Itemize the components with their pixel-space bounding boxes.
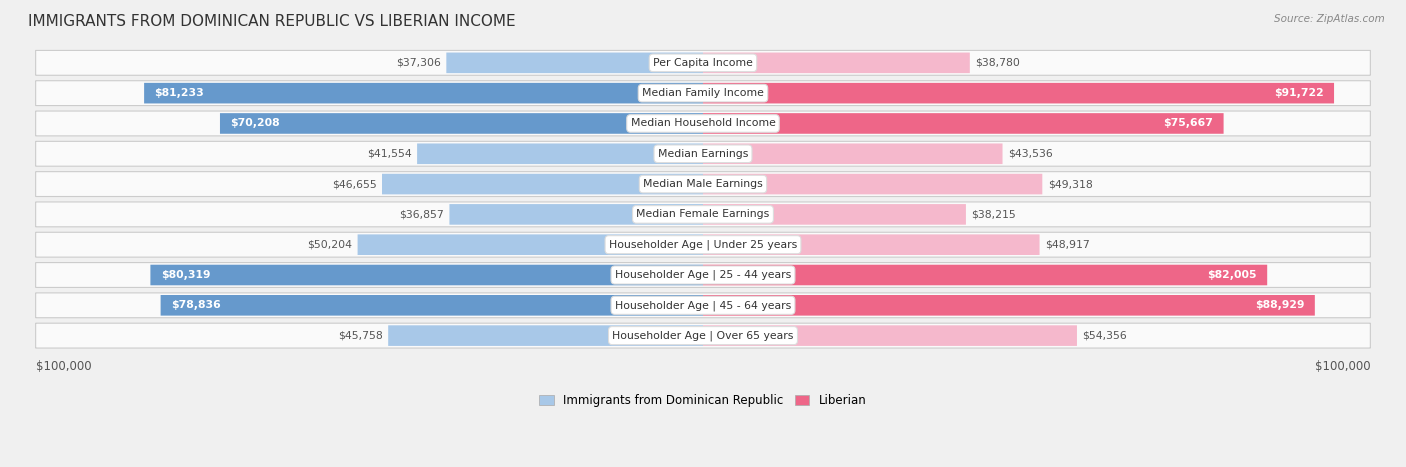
- FancyBboxPatch shape: [703, 53, 970, 73]
- Text: Median Earnings: Median Earnings: [658, 149, 748, 159]
- Text: $80,319: $80,319: [160, 270, 211, 280]
- Text: $36,857: $36,857: [399, 209, 444, 219]
- Text: $81,233: $81,233: [155, 88, 204, 98]
- Text: Median Household Income: Median Household Income: [630, 119, 776, 128]
- FancyBboxPatch shape: [35, 50, 1371, 75]
- Text: Source: ZipAtlas.com: Source: ZipAtlas.com: [1274, 14, 1385, 24]
- Text: $41,554: $41,554: [367, 149, 412, 159]
- Text: $43,536: $43,536: [1008, 149, 1053, 159]
- Text: Householder Age | Under 25 years: Householder Age | Under 25 years: [609, 240, 797, 250]
- Text: Householder Age | 25 - 44 years: Householder Age | 25 - 44 years: [614, 270, 792, 280]
- Text: $37,306: $37,306: [396, 58, 441, 68]
- Text: $70,208: $70,208: [231, 119, 280, 128]
- Text: $82,005: $82,005: [1208, 270, 1257, 280]
- Text: $38,215: $38,215: [972, 209, 1017, 219]
- FancyBboxPatch shape: [35, 323, 1371, 348]
- FancyBboxPatch shape: [35, 81, 1371, 106]
- FancyBboxPatch shape: [703, 204, 966, 225]
- FancyBboxPatch shape: [703, 143, 1002, 164]
- Text: $46,655: $46,655: [332, 179, 377, 189]
- Text: $45,758: $45,758: [337, 331, 382, 340]
- FancyBboxPatch shape: [450, 204, 703, 225]
- Text: Median Male Earnings: Median Male Earnings: [643, 179, 763, 189]
- FancyBboxPatch shape: [703, 113, 1223, 134]
- FancyBboxPatch shape: [219, 113, 703, 134]
- FancyBboxPatch shape: [703, 325, 1077, 346]
- Text: $88,929: $88,929: [1256, 300, 1305, 310]
- FancyBboxPatch shape: [35, 202, 1371, 227]
- Text: $100,000: $100,000: [1315, 360, 1371, 373]
- FancyBboxPatch shape: [703, 295, 1315, 316]
- Text: $78,836: $78,836: [172, 300, 221, 310]
- FancyBboxPatch shape: [35, 142, 1371, 166]
- FancyBboxPatch shape: [703, 83, 1334, 104]
- Text: $48,917: $48,917: [1045, 240, 1090, 250]
- Text: $50,204: $50,204: [307, 240, 352, 250]
- Text: $49,318: $49,318: [1047, 179, 1092, 189]
- Text: Median Family Income: Median Family Income: [643, 88, 763, 98]
- FancyBboxPatch shape: [703, 174, 1042, 194]
- FancyBboxPatch shape: [382, 174, 703, 194]
- Text: IMMIGRANTS FROM DOMINICAN REPUBLIC VS LIBERIAN INCOME: IMMIGRANTS FROM DOMINICAN REPUBLIC VS LI…: [28, 14, 516, 29]
- FancyBboxPatch shape: [703, 265, 1267, 285]
- Text: Median Female Earnings: Median Female Earnings: [637, 209, 769, 219]
- Text: $100,000: $100,000: [35, 360, 91, 373]
- FancyBboxPatch shape: [703, 234, 1039, 255]
- FancyBboxPatch shape: [446, 53, 703, 73]
- FancyBboxPatch shape: [35, 172, 1371, 197]
- Text: $91,722: $91,722: [1274, 88, 1323, 98]
- FancyBboxPatch shape: [357, 234, 703, 255]
- FancyBboxPatch shape: [145, 83, 703, 104]
- Text: $38,780: $38,780: [976, 58, 1021, 68]
- FancyBboxPatch shape: [35, 293, 1371, 318]
- FancyBboxPatch shape: [35, 232, 1371, 257]
- Text: $54,356: $54,356: [1083, 331, 1128, 340]
- Text: Householder Age | 45 - 64 years: Householder Age | 45 - 64 years: [614, 300, 792, 311]
- FancyBboxPatch shape: [418, 143, 703, 164]
- FancyBboxPatch shape: [35, 111, 1371, 136]
- Legend: Immigrants from Dominican Republic, Liberian: Immigrants from Dominican Republic, Libe…: [534, 389, 872, 411]
- FancyBboxPatch shape: [160, 295, 703, 316]
- FancyBboxPatch shape: [150, 265, 703, 285]
- FancyBboxPatch shape: [388, 325, 703, 346]
- Text: Per Capita Income: Per Capita Income: [652, 58, 754, 68]
- Text: $75,667: $75,667: [1163, 119, 1213, 128]
- Text: Householder Age | Over 65 years: Householder Age | Over 65 years: [612, 330, 794, 341]
- FancyBboxPatch shape: [35, 262, 1371, 287]
